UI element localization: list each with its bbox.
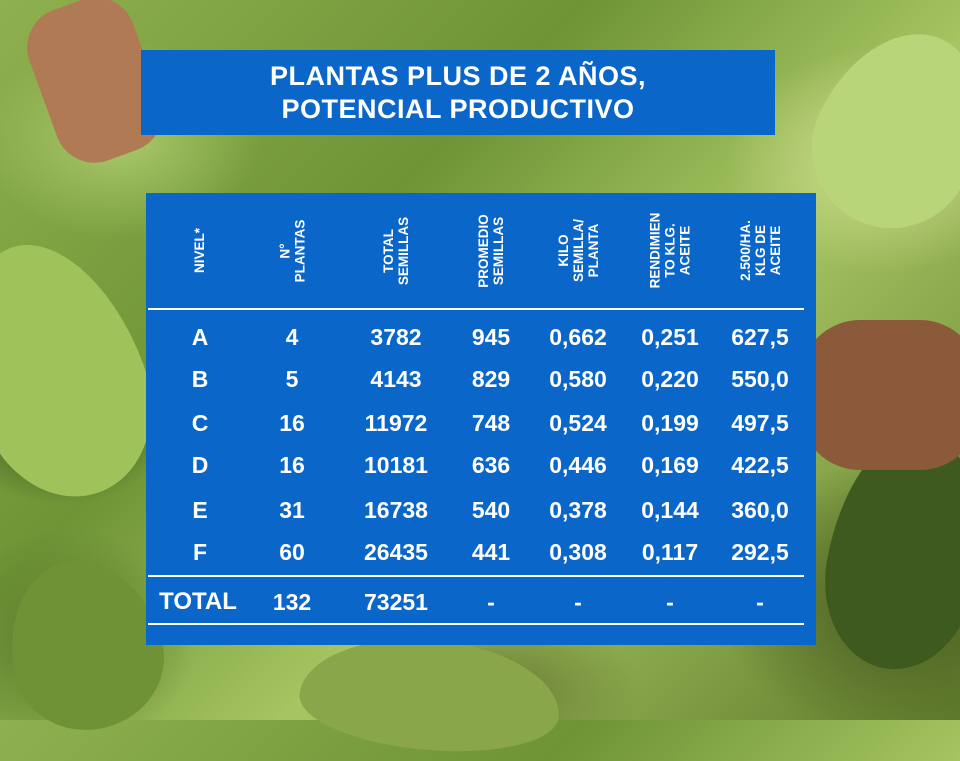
header-rendimiento: RENDIMIEN TO KLG. ACEITE xyxy=(626,193,714,308)
table-row: A 4 3782 945 0,662 0,251 627,5 xyxy=(146,315,816,359)
data-table: NIVEL* N° PLANTAS TOTAL SEMILLAS PROMEDI… xyxy=(146,193,816,645)
cell-rendimiento: 0,117 xyxy=(641,538,699,565)
total-semillas: 73251 xyxy=(364,588,428,615)
arm-shape xyxy=(800,320,960,470)
cell-nivel: F xyxy=(192,538,208,565)
cell-promedio: 636 xyxy=(471,451,511,478)
cell-promedio: 748 xyxy=(471,409,511,436)
total-row: TOTAL 132 73251 - - - - xyxy=(146,580,816,624)
header-klg-aceite: 2.500/HA. KLG DE ACEITE xyxy=(714,193,806,308)
total-promedio: - xyxy=(487,588,495,615)
cell-rendimiento: 0,199 xyxy=(641,409,699,436)
cell-promedio: 441 xyxy=(471,538,511,565)
table-row: D 16 10181 636 0,446 0,169 422,5 xyxy=(146,443,816,487)
title-line-1: PLANTAS PLUS DE 2 AÑOS, xyxy=(269,60,647,91)
cell-kilo: 0,446 xyxy=(549,451,607,478)
cell-klg-aceite: 360,0 xyxy=(731,496,789,523)
cell-nivel: C xyxy=(191,409,209,436)
table-row: C 16 11972 748 0,524 0,199 497,5 xyxy=(146,401,816,445)
cell-rendimiento: 0,169 xyxy=(641,451,699,478)
header-divider xyxy=(148,308,804,310)
cell-total-semillas: 16738 xyxy=(364,496,428,523)
cell-kilo: 0,378 xyxy=(549,496,607,523)
table-header-row: NIVEL* N° PLANTAS TOTAL SEMILLAS PROMEDI… xyxy=(146,193,816,308)
header-kilo-semilla: KILO SEMILLA/ PLANTA xyxy=(530,193,626,308)
header-label: TOTAL xyxy=(380,228,396,273)
header-total-semillas: TOTAL SEMILLAS xyxy=(340,193,452,308)
cell-promedio: 540 xyxy=(471,496,511,523)
header-label: SEMILLAS xyxy=(490,216,506,285)
cell-klg-aceite: 550,0 xyxy=(731,365,789,392)
header-label: TO KLG. xyxy=(662,223,678,278)
table-row: F 60 26435 441 0,308 0,117 292,5 xyxy=(146,530,816,574)
cell-kilo: 0,524 xyxy=(549,409,607,436)
leaf-shape xyxy=(295,628,565,761)
header-label: ACEITE xyxy=(767,225,783,276)
total-divider xyxy=(148,575,804,577)
total-rendimiento: - xyxy=(666,588,674,615)
cell-plantas: 5 xyxy=(285,365,299,392)
cell-promedio: 945 xyxy=(471,323,511,350)
cell-rendimiento: 0,144 xyxy=(641,496,699,523)
cell-nivel: B xyxy=(191,365,209,392)
total-klg-aceite: - xyxy=(756,588,764,615)
total-kilo: - xyxy=(574,588,582,615)
cell-klg-aceite: 422,5 xyxy=(731,451,789,478)
cell-klg-aceite: 627,5 xyxy=(731,323,789,350)
total-plantas: 132 xyxy=(272,588,312,615)
cell-rendimiento: 0,251 xyxy=(641,323,699,350)
cell-klg-aceite: 497,5 xyxy=(731,409,789,436)
cell-total-semillas: 26435 xyxy=(364,538,428,565)
cell-klg-aceite: 292,5 xyxy=(731,538,789,565)
header-label: PLANTAS xyxy=(292,219,307,282)
cell-kilo: 0,308 xyxy=(549,538,607,565)
bottom-divider xyxy=(148,623,804,625)
header-label: SEMILLA/ xyxy=(570,219,586,282)
header-label: NIVEL* xyxy=(192,227,208,274)
cell-plantas: 60 xyxy=(279,538,305,565)
header-label: PROMEDIO xyxy=(475,213,491,288)
header-plantas: N° PLANTAS xyxy=(244,193,340,308)
table-row: B 5 4143 829 0,580 0,220 550,0 xyxy=(146,357,816,401)
cell-plantas: 16 xyxy=(279,409,305,436)
cell-total-semillas: 4143 xyxy=(370,365,422,392)
total-label: TOTAL xyxy=(159,588,237,615)
cell-plantas: 31 xyxy=(279,496,305,523)
cell-kilo: 0,662 xyxy=(549,323,607,350)
cell-plantas: 4 xyxy=(285,323,299,350)
cell-plantas: 16 xyxy=(279,451,305,478)
cell-nivel: E xyxy=(192,496,208,523)
cell-total-semillas: 10181 xyxy=(364,451,428,478)
header-label: RENDIMIEN xyxy=(647,212,663,289)
cell-total-semillas: 11972 xyxy=(364,409,428,436)
header-label: KLG DE xyxy=(752,224,768,277)
header-nivel: NIVEL* xyxy=(156,193,244,308)
header-label: N° xyxy=(277,242,292,259)
title-line-2: POTENCIAL PRODUCTIVO xyxy=(281,93,635,124)
slide-title: PLANTAS PLUS DE 2 AÑOS, POTENCIAL PRODUC… xyxy=(141,50,775,135)
table-row: E 31 16738 540 0,378 0,144 360,0 xyxy=(146,488,816,532)
header-label: PLANTA xyxy=(585,223,601,278)
header-promedio-semillas: PROMEDIO SEMILLAS xyxy=(452,193,530,308)
header-label: ACEITE xyxy=(677,225,693,276)
header-label: 2.500/HA. xyxy=(737,220,753,281)
cell-nivel: D xyxy=(191,451,209,478)
cell-promedio: 829 xyxy=(471,365,511,392)
cell-nivel: A xyxy=(191,323,209,350)
cell-rendimiento: 0,220 xyxy=(641,365,699,392)
header-label: KILO xyxy=(555,234,571,267)
header-label: SEMILLAS xyxy=(395,216,411,285)
cell-total-semillas: 3782 xyxy=(370,323,422,350)
cell-kilo: 0,580 xyxy=(549,365,607,392)
